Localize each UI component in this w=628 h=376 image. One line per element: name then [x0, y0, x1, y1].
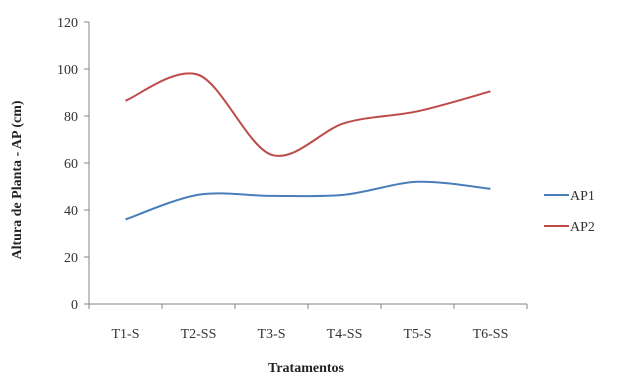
y-tick-label: 0	[71, 298, 78, 313]
legend: AP1 AP2	[544, 189, 595, 235]
x-tick-label: T5-S	[404, 327, 432, 342]
x-axis-title: Tratamentos	[268, 361, 344, 376]
series-lines	[125, 72, 491, 221]
y-tick-label: 120	[57, 16, 78, 31]
series-line-ap1	[125, 180, 491, 221]
x-axis-ticks: T1-S T2-SS T3-S T4-SS T5-S T6-SS	[88, 304, 528, 342]
series-line-ap2	[125, 72, 491, 157]
x-tick-label: T1-S	[112, 327, 140, 342]
y-tick-label: 60	[64, 157, 78, 172]
x-tick-label: T3-S	[258, 327, 286, 342]
y-tick-label: 80	[64, 110, 78, 125]
x-tick-label: T4-SS	[327, 327, 363, 342]
legend-label: AP2	[570, 220, 595, 235]
plot-area	[88, 22, 527, 305]
y-tick-label: 20	[64, 251, 78, 266]
legend-label: AP1	[570, 189, 595, 204]
y-axis-ticks: 0 20 40 60 80 100 120	[57, 16, 89, 313]
y-tick-label: 40	[64, 204, 78, 219]
x-tick-label: T6-SS	[473, 327, 509, 342]
y-axis-title: Altura de Planta - AP (cm)	[10, 100, 25, 259]
x-tick-label: T2-SS	[181, 327, 217, 342]
y-tick-label: 100	[57, 63, 78, 78]
